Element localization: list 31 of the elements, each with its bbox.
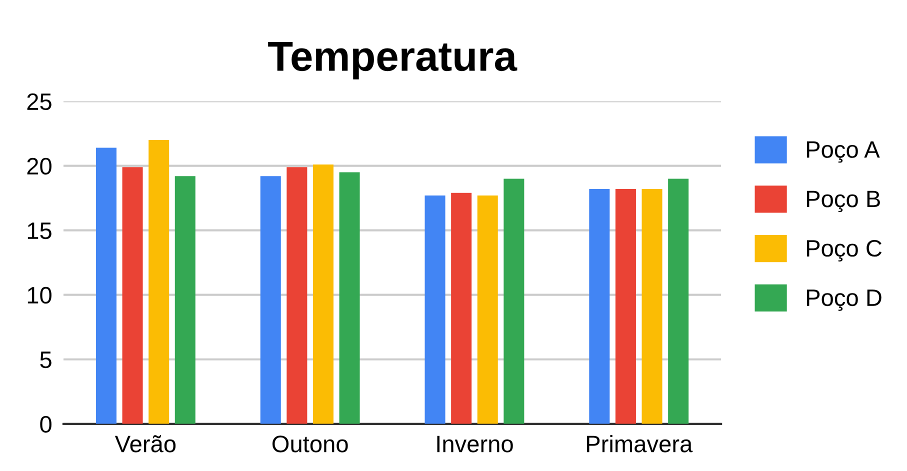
bar	[96, 148, 116, 424]
y-tick-label: 25	[27, 93, 52, 110]
bar	[589, 189, 610, 424]
bar	[642, 189, 662, 424]
legend-label: Poço A	[806, 141, 880, 163]
legend-label: Poço D	[806, 290, 882, 311]
y-tick-label: 20	[27, 158, 52, 175]
bar	[615, 189, 636, 424]
y-tick-label: 0	[40, 416, 52, 433]
x-tick-label: Outono	[272, 436, 348, 452]
y-tick-label: 10	[28, 286, 52, 304]
bar	[174, 176, 196, 424]
bar	[477, 195, 498, 424]
bar	[424, 195, 446, 424]
bar	[122, 167, 143, 424]
legend-label: Poço B	[806, 190, 880, 212]
bar	[312, 164, 334, 424]
legend-label: Poço C	[806, 240, 882, 262]
bar	[504, 178, 524, 424]
bar	[339, 172, 360, 424]
bar	[260, 176, 281, 424]
bar	[451, 192, 472, 424]
x-tick-label: Inverno	[437, 436, 513, 452]
bar	[668, 178, 689, 424]
x-tick-label: Primavera	[587, 435, 693, 452]
y-tick-label: 5	[40, 352, 52, 368]
x-tick-label: Verão	[114, 435, 176, 452]
bar	[148, 140, 170, 424]
y-tick-label: 15	[28, 222, 52, 240]
bar	[286, 167, 308, 424]
chart-title: Temperatura	[268, 42, 518, 80]
